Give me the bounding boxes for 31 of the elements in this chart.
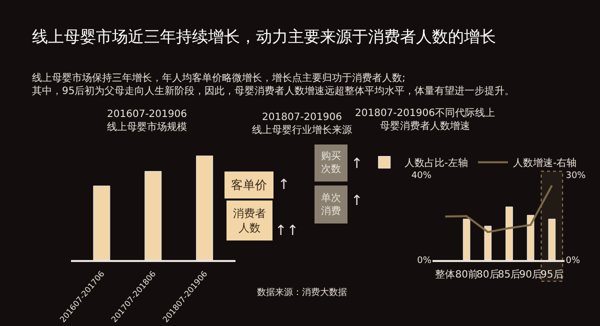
x-tick-label: 90后	[519, 268, 542, 281]
y-tick-label: 40%	[411, 170, 432, 181]
x-tick-label: 整体	[435, 268, 456, 281]
line-series	[444, 184, 553, 234]
chart-title: 201607-201906 线上母婴市场规模	[107, 109, 187, 133]
source-note: 数据来源：消费大数据	[257, 287, 347, 298]
text: 线上母婴市场保持三年增长，年人均客单价略微增长，增长点主要归功于消费者人数; 其中，95后初为父母走向人生新阶段，因此，母婴消费者人数增速远超整体平均水平，体量有望进一步提升。	[32, 72, 515, 97]
chart-title: 201807-201906不同代际线上母婴消费者人数增速	[355, 107, 495, 132]
y2-tick-label: 30%	[566, 170, 586, 181]
text: ↑	[351, 156, 363, 172]
text: 线上母婴市场近三年持续增长，动力主要来源于消费者人数的增长	[32, 27, 496, 46]
x-tick-label: 80后	[476, 268, 500, 281]
bar	[526, 214, 534, 260]
x-tick-label: 85后	[498, 268, 521, 281]
text: 201807-201906 线上母婴行业增长来源	[252, 112, 352, 136]
x-tick-label: 95后	[540, 268, 564, 281]
y2-tick-label: 0%	[566, 256, 580, 266]
bar	[462, 218, 470, 260]
text: 购买次数	[321, 151, 341, 175]
bar	[484, 226, 492, 260]
annotation: 消费者人数	[233, 207, 266, 234]
legend-label: 人数占比-左轴	[404, 157, 468, 170]
bar	[548, 218, 556, 260]
x-tick-label: 80前	[455, 268, 478, 281]
text: ↑	[351, 193, 363, 209]
bar	[506, 206, 513, 260]
text: 单次消费	[321, 192, 341, 217]
legend-label: 人数增速-右轴	[512, 157, 577, 170]
text: ↑↑	[275, 223, 298, 239]
annotation: 客单价	[231, 178, 267, 192]
text: ↑	[278, 177, 290, 193]
